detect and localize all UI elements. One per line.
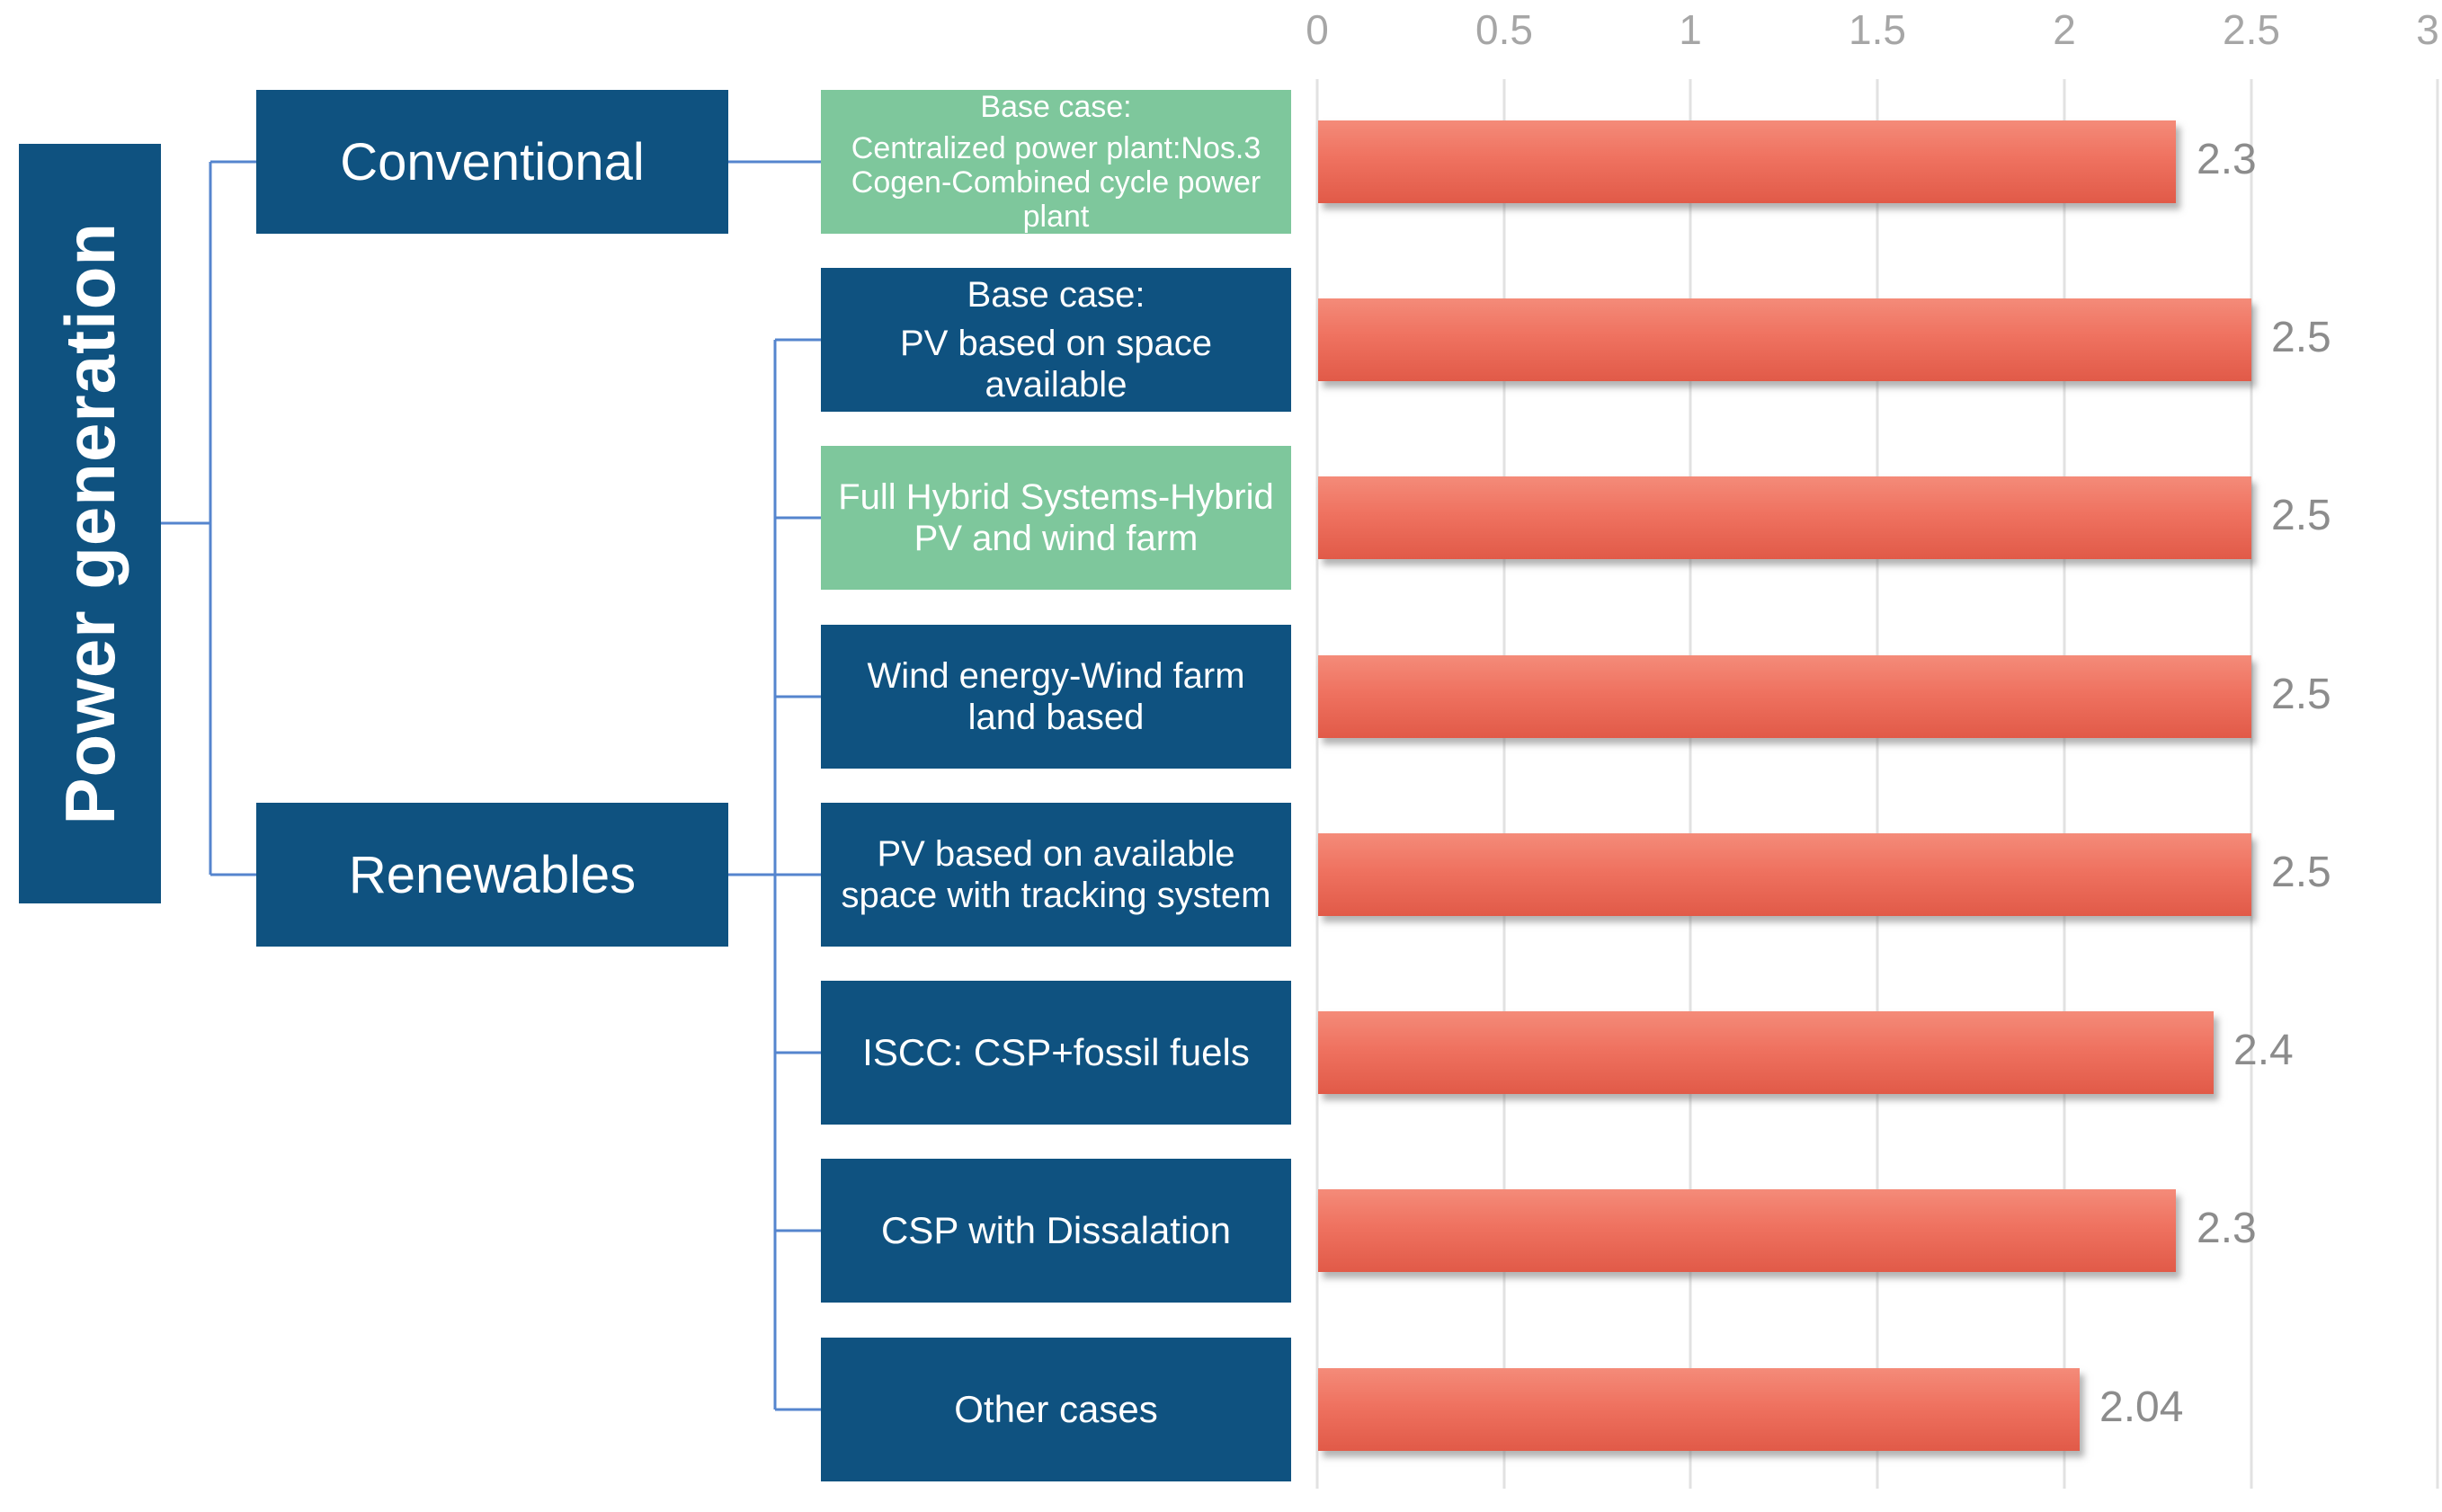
category-label: Other cases [954,1387,1158,1430]
category-box-full-hybrid: Full Hybrid Systems-Hybrid PV and wind f… [821,446,1291,590]
category-box-other-cases: Other cases [821,1338,1291,1481]
bar-value-label: 2.5 [2271,314,2331,361]
category-box-wind-farm: Wind energy-Wind farm land based [821,625,1291,769]
bar-value-label: 2.5 [2271,671,2331,718]
x-tick-1: 1 [1679,6,1702,53]
branch-node-label: Conventional [340,132,645,191]
x-tick-0: 0 [1306,6,1329,53]
category-header: Base case: [980,89,1132,124]
x-tick-1_5: 1.5 [1849,6,1906,53]
x-tick-2: 2 [2053,6,2076,53]
branch-node-conventional: Conventional [256,90,728,234]
bar-value-label: 2.4 [2233,1027,2294,1074]
category-label: Wind energy-Wind farm land based [867,656,1245,737]
bar-full-hybrid [1318,476,2251,559]
category-box-iscc: ISCC: CSP+fossil fuels [821,981,1291,1125]
category-box-pv-space-available: Base case: PV based on space available [821,268,1291,412]
bar-iscc [1318,1011,2214,1094]
bar-pv-space-available [1318,298,2251,381]
category-header: Base case: [967,275,1145,315]
category-box-base-case-centralized: Base case: Centralized power plant:Nos.3… [821,90,1291,234]
bar-value-label: 2.5 [2271,849,2331,896]
bar-other-cases [1318,1368,2080,1451]
category-box-csp-dissalation: CSP with Dissalation [821,1159,1291,1303]
root-node-label: Power generation [49,222,129,825]
category-label: CSP with Dissalation [880,1208,1232,1251]
x-tick-0_5: 0.5 [1475,6,1533,53]
branch-node-renewables: Renewables [256,803,728,947]
category-label: Centralized power plant:Nos.3 Cogen-Comb… [851,130,1261,235]
category-label: Full Hybrid Systems-Hybrid PV and wind f… [838,477,1274,558]
bar-wind-farm [1318,655,2251,738]
tree-connector-lines [161,160,821,1411]
x-tick-3: 3 [2416,6,2439,53]
bar-value-label: 2.04 [2099,1383,2184,1431]
root-node-power-generation: Power generation [19,144,161,903]
x-tick-2_5: 2.5 [2223,6,2280,53]
bar-csp-dissalation [1318,1189,2176,1272]
branch-node-label: Renewables [348,845,637,904]
category-box-pv-tracking: PV based on available space with trackin… [821,803,1291,947]
bar-value-label: 2.3 [2197,1205,2257,1252]
category-label: PV based on space available [900,324,1212,405]
bar-base-case-centralized [1318,120,2176,203]
bar-pv-tracking [1318,833,2251,916]
category-label: ISCC: CSP+fossil fuels [862,1030,1250,1073]
category-label: PV based on available space with trackin… [841,834,1271,915]
bar-value-label: 2.3 [2197,136,2257,183]
bar-value-label: 2.5 [2271,492,2331,539]
